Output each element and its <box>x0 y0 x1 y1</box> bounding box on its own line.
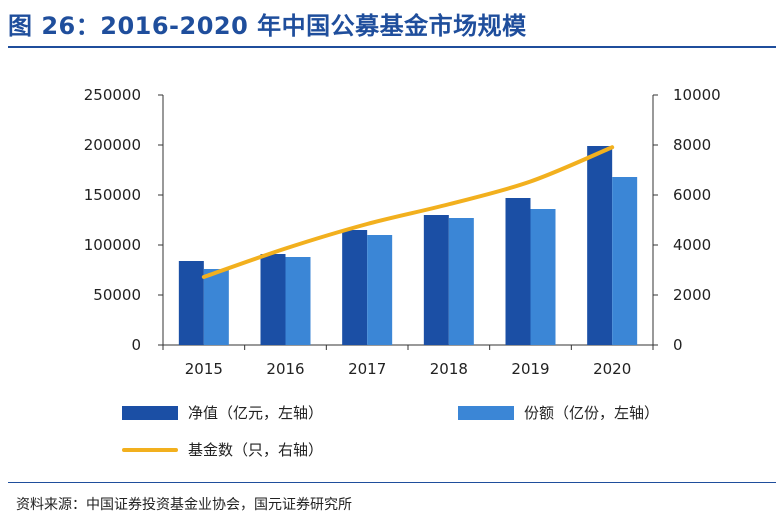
source-note: 资料来源：中国证券投资基金业协会，国元证券研究所 <box>16 497 352 513</box>
left-tick-label: 200000 <box>84 136 141 154</box>
legend-swatch-share <box>458 405 514 420</box>
chart-tick-labels: 0 50000 100000 150000 200000 250000 0 2000 4000 6… <box>84 86 721 378</box>
bar-net-value <box>423 215 449 345</box>
point-fund-count <box>203 276 205 278</box>
bar-net-value <box>587 146 613 345</box>
bar-share <box>203 269 229 345</box>
figure-title: 图 26：2016-2020 年中国公募基金市场规模 <box>8 12 527 40</box>
left-tick-label: 250000 <box>84 86 141 104</box>
x-tick-label: 2018 <box>430 360 468 378</box>
chart-line <box>201 145 615 279</box>
left-tick-label: 100000 <box>84 236 141 254</box>
point-fund-count <box>530 181 531 182</box>
left-tick-label: 150000 <box>84 186 141 204</box>
bar-share <box>367 235 393 345</box>
right-tick-label: 10000 <box>673 86 721 104</box>
x-tick-label: 2017 <box>348 360 386 378</box>
point-fund-count <box>611 146 613 148</box>
legend-label-net-value: 净值（亿元，左轴） <box>188 404 324 422</box>
x-tick-label: 2015 <box>185 360 223 378</box>
left-tick-label: 50000 <box>93 286 141 304</box>
point-fund-count <box>448 203 450 205</box>
right-tick-label: 2000 <box>673 286 711 304</box>
left-tick-label: 0 <box>131 336 141 354</box>
legend-item-fund-count: 基金数（只，右轴） <box>122 439 323 460</box>
chart: 0 50000 100000 150000 200000 250000 0 2000 4000 6… <box>84 86 721 378</box>
legend-label-fund-count: 基金数（只，右轴） <box>188 441 324 459</box>
bar-share <box>612 177 638 345</box>
bar-share <box>530 209 556 345</box>
right-tick-label: 8000 <box>673 136 711 154</box>
right-tick-label: 0 <box>673 336 683 354</box>
x-tick-label: 2020 <box>593 360 631 378</box>
bar-net-value <box>342 230 368 345</box>
right-tick-label: 6000 <box>673 186 711 204</box>
legend-item-share: 份额（亿份，左轴） <box>458 402 659 423</box>
bar-net-value <box>178 261 204 345</box>
title-divider <box>8 46 776 48</box>
chart-axes <box>158 94 658 350</box>
bar-share <box>448 218 474 345</box>
legend-item-net-value: 净值（亿元，左轴） <box>122 402 323 423</box>
bar-net-value <box>505 198 531 345</box>
point-fund-count <box>285 248 286 249</box>
bar-share <box>285 257 311 345</box>
right-tick-label: 4000 <box>673 236 711 254</box>
line-fund-count <box>201 145 615 279</box>
x-tick-label: 2019 <box>511 360 549 378</box>
bar-net-value <box>260 254 286 345</box>
x-tick-label: 2016 <box>266 360 304 378</box>
chart-bars <box>178 146 638 345</box>
source-divider <box>8 482 776 483</box>
point-fund-count <box>366 223 368 225</box>
legend-label-share: 份额（亿份，左轴） <box>524 404 660 422</box>
legend-swatch-net-value <box>122 405 178 420</box>
legend-line-fund-count <box>122 447 178 452</box>
